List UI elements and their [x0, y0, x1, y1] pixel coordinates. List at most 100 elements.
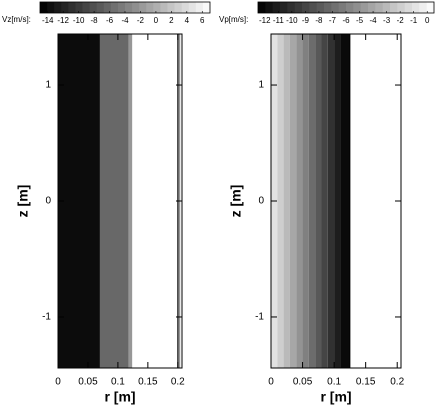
colorbar-label: Vp[m/s]: [219, 15, 248, 24]
colorbar-tick-label: -2 [397, 16, 405, 25]
colorbar-tick-label: -11 [273, 16, 285, 25]
colorbar-swatch [287, 2, 296, 13]
contour-band [58, 34, 100, 368]
x-tick-label: 0.05 [293, 377, 313, 388]
colorbar-swatch [294, 2, 303, 13]
colorbar-swatch [382, 2, 391, 13]
x-tick-label: 0 [55, 377, 61, 388]
colorbar-swatch [188, 2, 197, 13]
colorbar-swatch [375, 2, 384, 13]
y-axis-label: z [m] [15, 185, 31, 218]
contour-band [334, 34, 341, 368]
contour-band [315, 34, 322, 368]
colorbar-swatch [280, 2, 288, 13]
x-axis-label: r [m] [320, 389, 351, 405]
colorbar-tick-label: 0 [154, 16, 159, 25]
colorbar-swatch [103, 2, 112, 13]
colorbar-tick-label: -2 [137, 16, 145, 25]
colorbar-swatch [75, 2, 83, 13]
contour-band [308, 34, 316, 368]
x-tick-label: 0.15 [138, 377, 158, 388]
colorbar-swatch [40, 2, 48, 13]
colorbar-swatch [47, 2, 55, 13]
colorbar-swatch [272, 2, 281, 13]
colorbar-swatch [125, 2, 133, 13]
colorbar-swatch [265, 2, 274, 13]
colorbar-swatch [368, 2, 376, 13]
colorbar-swatch [181, 2, 190, 13]
y-tick-label: -1 [255, 312, 264, 323]
x-axis-label: r [m] [104, 389, 135, 405]
colorbar-tick-label: -9 [302, 16, 310, 25]
colorbar-tick-label: -10 [73, 16, 85, 25]
colorbar-swatch [316, 2, 325, 13]
contour-band [327, 34, 335, 368]
colorbar-tick-label: -7 [329, 16, 337, 25]
colorbar-swatch [331, 2, 340, 13]
colorbar-swatch [346, 2, 354, 13]
colorbar-swatch [96, 2, 105, 13]
colorbar-swatch [146, 2, 154, 13]
colorbar-swatch [174, 2, 183, 13]
colorbar-swatch [397, 2, 406, 13]
y-axis-label: z [m] [228, 185, 244, 218]
x-tick-label: 0.05 [78, 377, 98, 388]
colorbar-tick-label: -8 [91, 16, 99, 25]
colorbar-swatch [89, 2, 98, 13]
colorbar-swatch [160, 2, 168, 13]
colorbar-swatch [302, 2, 310, 13]
contour-band [99, 34, 129, 368]
colorbar-swatch [110, 2, 119, 13]
y-tick-label: 1 [45, 80, 51, 91]
colorbar-tick-label: -10 [286, 16, 298, 25]
colorbar-swatch [132, 2, 140, 13]
x-tick-label: 0.15 [356, 377, 376, 388]
colorbar-tick-label: 6 [200, 16, 205, 25]
x-tick-label: 0.2 [171, 377, 185, 388]
y-tick-label: 0 [45, 196, 51, 207]
colorbar-swatch [117, 2, 126, 13]
colorbar-swatch [419, 2, 428, 13]
colorbar-tick-label: -4 [121, 16, 129, 25]
colorbar-swatch [309, 2, 318, 13]
colorbar-swatch [390, 2, 398, 13]
contour-band [296, 34, 303, 368]
x-tick-label: 0.2 [390, 377, 404, 388]
colorbar-swatch [202, 2, 211, 13]
colorbar-swatch [195, 2, 204, 13]
colorbar-swatch [167, 2, 176, 13]
colorbar-tick-label: -4 [370, 16, 378, 25]
contour-band [283, 34, 290, 368]
y-tick-label: 1 [258, 80, 264, 91]
colorbar-swatch [412, 2, 420, 13]
y-tick-label: 0 [258, 196, 264, 207]
colorbar-swatch [68, 2, 76, 13]
colorbar-tick-label: 0 [425, 16, 430, 25]
contour-band [289, 34, 297, 368]
colorbar-tick-label: -6 [106, 16, 114, 25]
colorbar-tick-label: -1 [410, 16, 418, 25]
colorbar-swatch [61, 2, 69, 13]
colorbar-tick-label: -12 [57, 16, 69, 25]
colorbar-swatch [324, 2, 332, 13]
y-tick-label: -1 [42, 312, 51, 323]
contour-band [277, 34, 284, 368]
colorbar-swatch [258, 2, 266, 13]
colorbar-tick-label: -5 [356, 16, 364, 25]
colorbar-swatch [139, 2, 147, 13]
x-tick-label: 0.1 [111, 377, 125, 388]
colorbar-swatch [360, 2, 369, 13]
colorbar-tick-label: -8 [315, 16, 323, 25]
colorbar-tick-label: -14 [42, 16, 54, 25]
colorbar-swatch [153, 2, 161, 13]
colorbar-tick-label: -6 [342, 16, 350, 25]
colorbar-tick-label: -12 [259, 16, 271, 25]
contour-band [349, 34, 401, 368]
colorbar-swatch [338, 2, 347, 13]
contour-band [321, 34, 328, 368]
colorbar-swatch [82, 2, 91, 13]
colorbar-swatch [426, 2, 435, 13]
colorbar-tick-label: -3 [383, 16, 391, 25]
colorbar-swatch [54, 2, 62, 13]
x-tick-label: 0.1 [327, 377, 341, 388]
